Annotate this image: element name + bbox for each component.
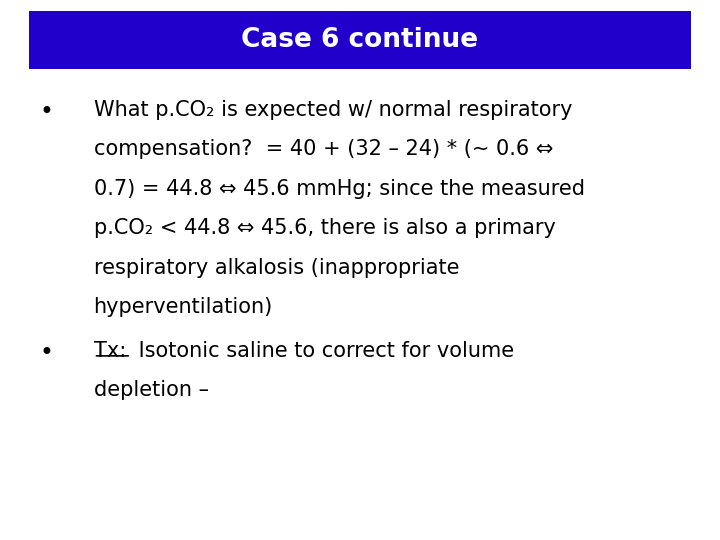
Text: •: • — [40, 100, 53, 124]
Text: depletion –: depletion – — [94, 380, 209, 400]
Text: respiratory alkalosis (inappropriate: respiratory alkalosis (inappropriate — [94, 258, 459, 278]
Text: hyperventilation): hyperventilation) — [94, 297, 273, 317]
Text: 0.7) = 44.8 ⇔ 45.6 mmHg; since the measured: 0.7) = 44.8 ⇔ 45.6 mmHg; since the measu… — [94, 179, 585, 199]
Text: p.CO₂ < 44.8 ⇔ 45.6, there is also a primary: p.CO₂ < 44.8 ⇔ 45.6, there is also a pri… — [94, 218, 555, 238]
Text: Tx:: Tx: — [94, 341, 126, 361]
Text: compensation?  = 40 + (32 – 24) * (~ 0.6 ⇔: compensation? = 40 + (32 – 24) * (~ 0.6 … — [94, 139, 553, 159]
Text: Isotonic saline to correct for volume: Isotonic saline to correct for volume — [132, 341, 514, 361]
FancyBboxPatch shape — [29, 11, 691, 69]
Text: •: • — [40, 341, 53, 364]
Text: Case 6 continue: Case 6 continue — [241, 27, 479, 53]
Text: What p.CO₂ is expected w/ normal respiratory: What p.CO₂ is expected w/ normal respira… — [94, 100, 572, 120]
